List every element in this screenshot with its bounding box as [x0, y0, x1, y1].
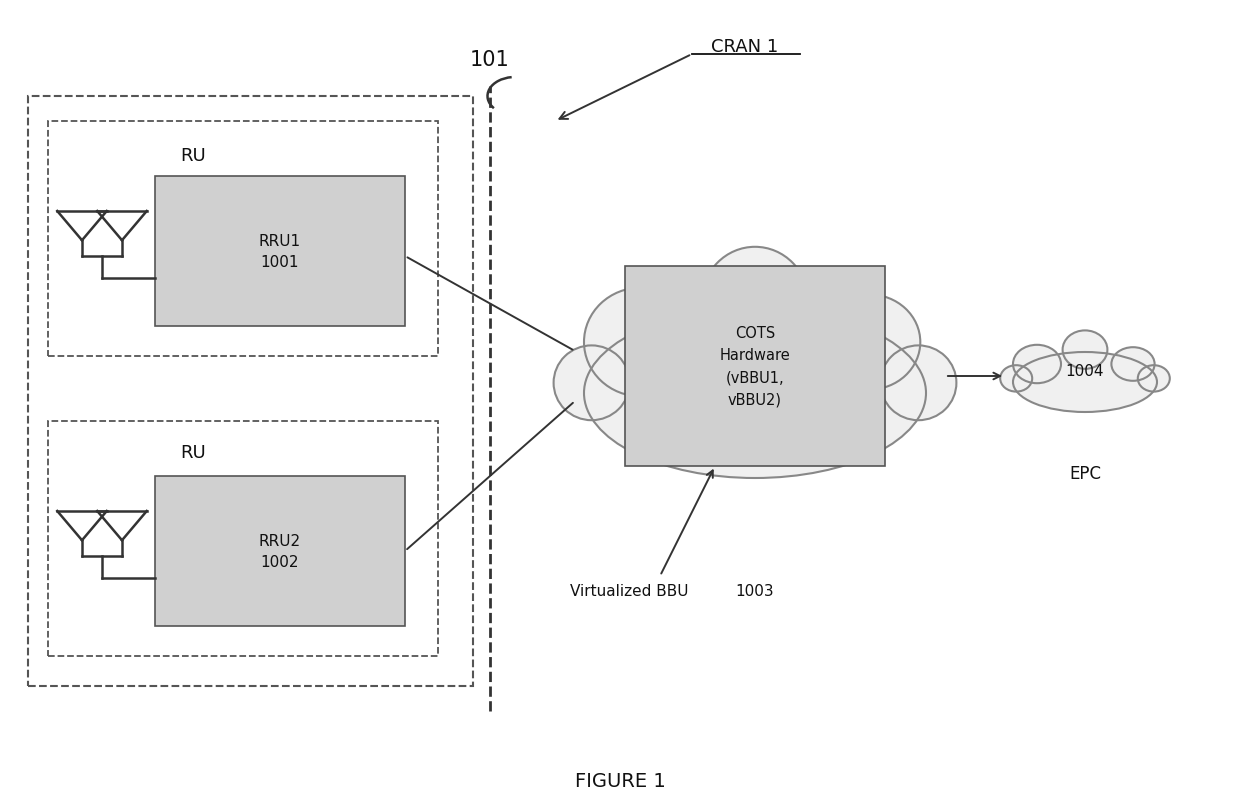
Text: 1003: 1003 — [735, 584, 774, 599]
Bar — [155, 177, 405, 327]
Ellipse shape — [1013, 353, 1157, 413]
Text: 101: 101 — [470, 50, 510, 70]
Text: Virtualized BBU: Virtualized BBU — [570, 584, 688, 599]
Ellipse shape — [584, 309, 926, 478]
Ellipse shape — [553, 346, 630, 421]
Bar — [29, 97, 472, 686]
Text: RU: RU — [180, 444, 206, 461]
Text: RRU1
1001: RRU1 1001 — [259, 234, 301, 270]
Text: RRU2
1002: RRU2 1002 — [259, 534, 301, 569]
Text: RU: RU — [180, 147, 206, 165]
Bar — [48, 422, 438, 656]
Text: FIGURE 1: FIGURE 1 — [574, 771, 666, 791]
Text: 1004: 1004 — [1065, 364, 1105, 379]
Ellipse shape — [1138, 366, 1169, 392]
Bar — [155, 476, 405, 626]
Text: COTS
Hardware
(vBBU1,
vBBU2): COTS Hardware (vBBU1, vBBU2) — [719, 326, 790, 407]
Text: EPC: EPC — [1069, 465, 1101, 483]
Ellipse shape — [880, 346, 956, 421]
Ellipse shape — [1063, 331, 1107, 369]
Ellipse shape — [1001, 366, 1032, 392]
Ellipse shape — [584, 288, 698, 397]
Ellipse shape — [702, 247, 808, 356]
Text: CRAN 1: CRAN 1 — [712, 38, 779, 56]
Ellipse shape — [1013, 345, 1061, 384]
Bar — [48, 122, 438, 357]
Ellipse shape — [1111, 348, 1154, 381]
Ellipse shape — [817, 295, 920, 390]
Bar — [625, 267, 885, 466]
